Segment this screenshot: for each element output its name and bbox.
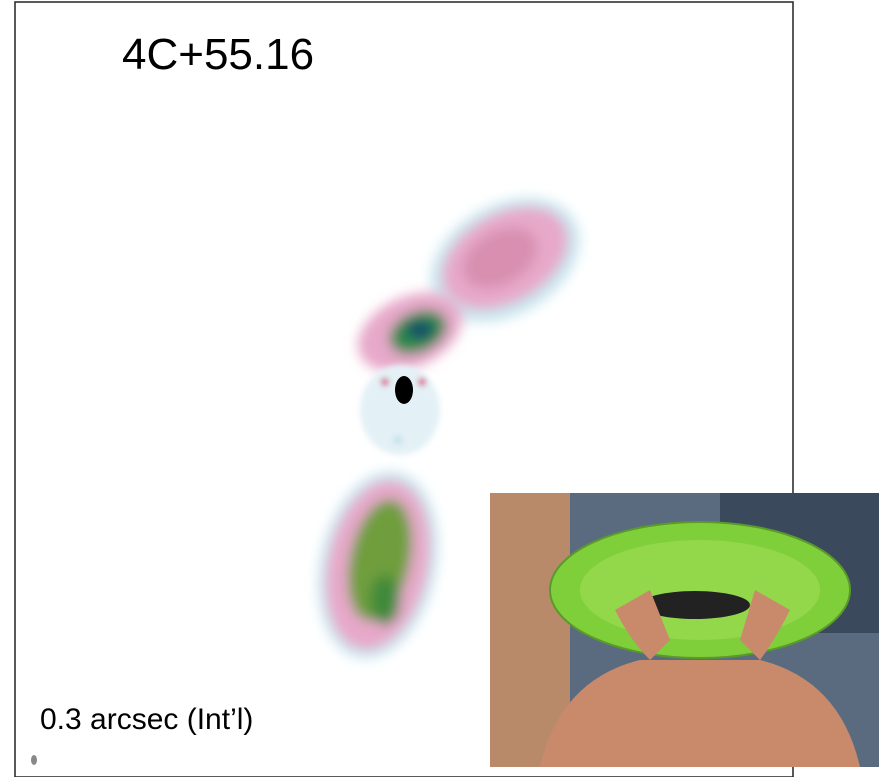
radio-map [0, 0, 879, 777]
slide: 4C+55.16 0.3 arcsec (Int’l) [0, 0, 879, 777]
caption: 0.3 arcsec (Int’l) [40, 703, 253, 737]
inset-photo [490, 493, 879, 767]
core [395, 376, 413, 404]
beam [31, 755, 37, 765]
title: 4C+55.16 [122, 30, 314, 80]
